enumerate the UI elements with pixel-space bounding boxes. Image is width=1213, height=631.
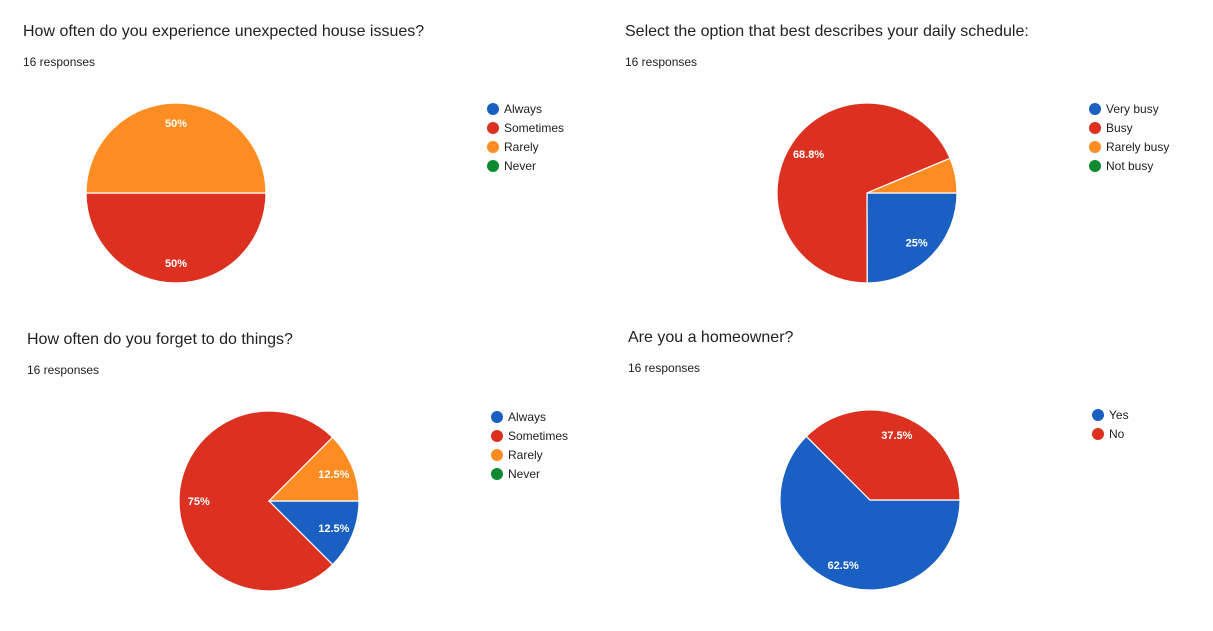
legend-item-no[interactable]: No <box>1092 424 1129 443</box>
legend-item-very-busy[interactable]: Very busy <box>1089 99 1169 118</box>
legend-swatch <box>1089 140 1101 153</box>
legend-item-always[interactable]: Always <box>487 99 564 118</box>
pie-slice-rarely-busy <box>866 157 958 194</box>
slice-label-always: 12.5% <box>318 523 349 535</box>
pie-slice-rarely <box>85 102 267 194</box>
legend-swatch <box>491 448 503 461</box>
question-title: Select the option that best describes yo… <box>625 23 1029 40</box>
pie-slice-always <box>267 500 360 566</box>
legend-item-busy[interactable]: Busy <box>1089 118 1169 137</box>
pie-chart: 50% 50% <box>85 102 267 284</box>
response-count: 16 responses <box>625 55 698 69</box>
slice-label-sometimes: 75% <box>188 496 210 508</box>
slice-label-yes: 62.5% <box>828 560 859 572</box>
legend-swatch <box>491 467 503 480</box>
question-title: How often do you experience unexpected h… <box>23 23 425 40</box>
legend-label: Busy <box>1106 120 1133 135</box>
pie-slice-sometimes <box>178 410 334 592</box>
legend-swatch <box>1089 159 1101 172</box>
pie-slice-yes <box>779 435 961 591</box>
chart-card-daily-schedule: Select the option that best describes yo… <box>625 23 1213 323</box>
legend-item-yes[interactable]: Yes <box>1092 405 1129 424</box>
legend-swatch <box>491 429 503 442</box>
response-count: 16 responses <box>628 361 701 375</box>
pie-slice-rarely <box>267 436 360 502</box>
legend-swatch <box>1089 121 1101 134</box>
legend-item-always[interactable]: Always <box>491 407 568 426</box>
slice-label-rarely: 12.5% <box>318 469 349 481</box>
chart-legend: Yes No <box>1092 405 1129 443</box>
legend-swatch <box>487 159 499 172</box>
legend-swatch <box>491 410 503 423</box>
legend-label: Rarely <box>508 447 543 462</box>
response-count: 16 responses <box>27 363 100 377</box>
legend-label: Never <box>504 158 537 173</box>
legend-label: Sometimes <box>504 120 565 135</box>
legend-item-rarely[interactable]: Rarely <box>487 137 564 156</box>
chart-card-forget-things: How often do you forget to do things? 16… <box>27 331 617 631</box>
legend-swatch <box>487 121 499 134</box>
legend-label: Always <box>504 101 543 116</box>
slice-label-no: 37.5% <box>881 430 912 442</box>
legend-item-rarely[interactable]: Rarely <box>491 445 568 464</box>
pie-slice-sometimes <box>85 192 267 284</box>
pie-slice-busy <box>776 102 951 284</box>
legend-item-not-busy[interactable]: Not busy <box>1089 156 1169 175</box>
legend-swatch <box>1089 102 1101 115</box>
pie-chart: 62.5% 37.5% <box>779 409 961 591</box>
legend-item-sometimes[interactable]: Sometimes <box>491 426 568 445</box>
question-title: How often do you forget to do things? <box>27 331 293 348</box>
slice-label-busy: 68.8% <box>793 149 824 161</box>
legend-swatch <box>487 140 499 153</box>
legend-label: Never <box>508 466 541 481</box>
legend-item-never[interactable]: Never <box>487 156 564 175</box>
legend-item-never[interactable]: Never <box>491 464 568 483</box>
legend-label: Sometimes <box>508 428 569 443</box>
legend-item-rarely-busy[interactable]: Rarely busy <box>1089 137 1169 156</box>
response-count: 16 responses <box>23 55 96 69</box>
legend-label: Not busy <box>1106 158 1154 173</box>
legend-item-sometimes[interactable]: Sometimes <box>487 118 564 137</box>
legend-label: Always <box>508 409 547 424</box>
slice-label-very-busy: 25% <box>906 238 928 250</box>
legend-label: No <box>1109 426 1125 441</box>
pie-chart: 25% 68.8% <box>776 102 958 284</box>
question-title: Are you a homeowner? <box>628 329 794 346</box>
chart-card-homeowner: Are you a homeowner? 16 responses 62.5% 3… <box>628 329 1213 629</box>
legend-label: Rarely <box>504 139 539 154</box>
chart-legend: Always Sometimes Rarely Never <box>491 407 568 483</box>
pie-chart: 12.5% 75% 12.5% <box>178 410 360 592</box>
slice-label-sometimes: 50% <box>165 258 187 270</box>
legend-swatch <box>487 102 499 115</box>
slice-label-rarely: 50% <box>165 118 187 130</box>
chart-legend: Always Sometimes Rarely Never <box>487 99 564 175</box>
legend-label: Very busy <box>1106 101 1159 116</box>
pie-slice-very-busy <box>866 192 958 284</box>
chart-card-house-issues: How often do you experience unexpected h… <box>23 23 613 323</box>
pie-slice-no <box>805 409 961 501</box>
legend-swatch <box>1092 427 1104 440</box>
legend-label: Yes <box>1109 407 1129 422</box>
legend-label: Rarely busy <box>1106 139 1170 154</box>
legend-swatch <box>1092 408 1104 421</box>
chart-legend: Very busy Busy Rarely busy Not busy <box>1089 99 1169 175</box>
